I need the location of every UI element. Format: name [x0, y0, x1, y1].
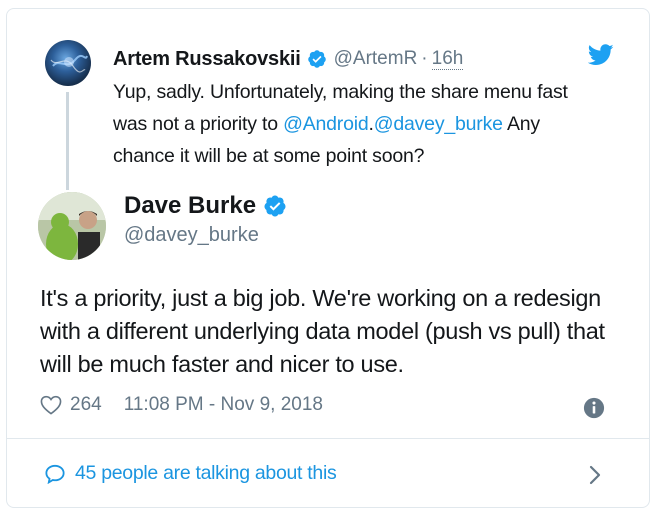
verified-badge-icon [264, 195, 286, 217]
reply-avatar[interactable] [45, 40, 91, 86]
twitter-bird-icon[interactable] [588, 44, 614, 66]
main-author-name[interactable]: Dave Burke [124, 192, 257, 219]
tweet-text: It's a priority, just a big job. We're w… [40, 285, 605, 377]
reply-text-after: Any chance it will be at some point soon… [113, 113, 540, 167]
mention-separator: . [368, 113, 374, 135]
verified-badge-icon [307, 50, 326, 68]
chevron-right-icon[interactable] [588, 464, 602, 486]
reply-text: Yup, sadly. Unfortunately, making the sh… [113, 76, 593, 172]
thread-line [66, 92, 69, 190]
tweet-meta: 264 11:08 PM - Nov 9, 2018 [40, 394, 323, 416]
speech-bubble-icon [45, 464, 65, 484]
talking-link[interactable]: 45 people are talking about this [44, 462, 337, 485]
reply-author-handle[interactable]: @ArtemR [333, 48, 418, 69]
tweet-timestamp[interactable]: 11:08 PM - Nov 9, 2018 [123, 394, 323, 415]
reply-separator: · [421, 48, 428, 69]
main-author: Dave Burke [124, 192, 287, 220]
like-count[interactable]: 264 [70, 394, 102, 415]
info-icon[interactable] [583, 397, 605, 419]
reply-timestamp[interactable]: 16h [431, 47, 464, 70]
main-avatar[interactable] [38, 192, 106, 260]
mention-davey-burke[interactable]: @davey_burke [373, 113, 503, 135]
reply-author-name[interactable]: Artem Russakovskii [113, 47, 301, 70]
reply-text-before: Yup, sadly. Unfortunately, making the sh… [113, 81, 568, 135]
tweet-card [6, 8, 650, 508]
main-author-handle[interactable]: @davey_burke [124, 224, 259, 246]
mention-android[interactable]: @Android [283, 113, 369, 135]
divider [6, 438, 650, 439]
heart-icon[interactable] [40, 395, 62, 415]
talking-label: 45 people are talking about this [75, 462, 337, 484]
reply-header: Artem Russakovskii @ArtemR · 16h [113, 46, 464, 72]
